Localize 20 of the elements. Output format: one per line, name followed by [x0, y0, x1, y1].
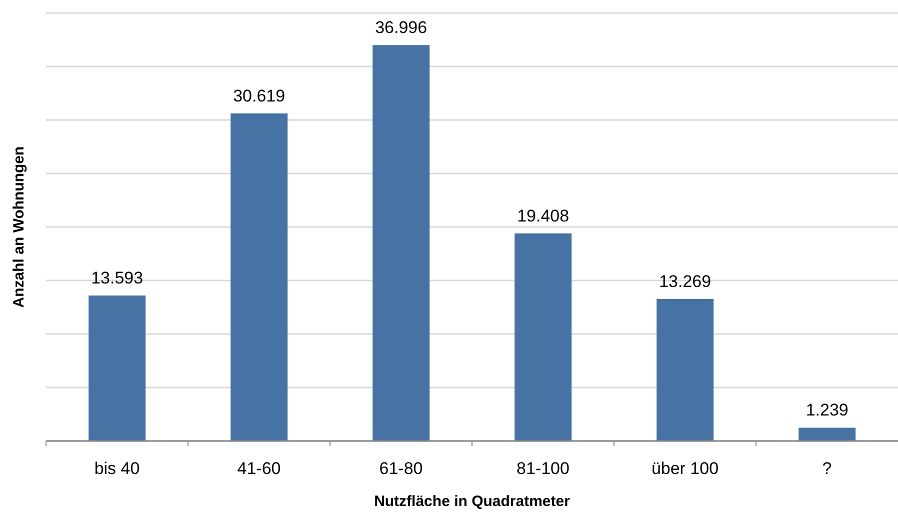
- x-tick-label: bis 40: [94, 459, 140, 478]
- data-label: 13.593: [91, 268, 144, 288]
- data-label: 19.408: [517, 206, 570, 226]
- data-label: 30.619: [233, 86, 286, 106]
- bar: [372, 45, 430, 441]
- bar: [88, 296, 146, 441]
- bar: [656, 299, 714, 441]
- x-tick-label: 41-60: [237, 459, 281, 478]
- data-label: 13.269: [659, 272, 712, 292]
- x-tick-label: 61-80: [379, 459, 423, 478]
- x-axis-title: Nutzfläche in Quadratmeter: [374, 493, 570, 510]
- bar: [798, 428, 856, 441]
- x-tick-label: über 100: [651, 459, 719, 478]
- data-label: 1.239: [806, 400, 848, 420]
- bar: [514, 233, 572, 441]
- y-axis-title: Anzahl an Wohnungen: [10, 146, 28, 308]
- x-tick-label: 81-100: [516, 459, 570, 478]
- data-label: 36.996: [375, 18, 428, 38]
- bar: [230, 113, 288, 441]
- x-tick-label: ?: [822, 459, 832, 478]
